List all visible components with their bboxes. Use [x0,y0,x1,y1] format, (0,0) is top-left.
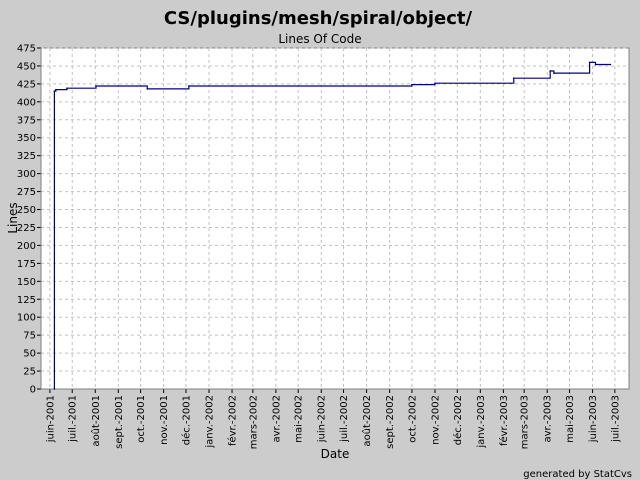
x-tick-label: mai-2003 [565,395,576,443]
data-point [95,85,97,87]
data-point [588,61,591,64]
data-point [594,63,597,66]
x-axis: juin-2001 juil.-2001 août-2001 sept.-2001 oc… [41,388,629,449]
x-tick-label: sept.-2001 [114,395,125,449]
data-point [549,70,552,72]
x-tick-label: mars-2002 [248,395,259,449]
x-tick-label: juin-2003 [588,395,599,443]
data-point [66,87,68,90]
y-tick-label: 175 [17,259,36,270]
y-tick-label: 75 [23,331,36,342]
x-tick-label: févr.-2002 [227,395,239,446]
data-point [411,83,413,86]
x-tick-label: oct.-2002 [407,395,418,443]
x-tick-label: août-2002 [361,395,373,447]
data-point [553,72,555,74]
grid [41,47,629,389]
y-tick-label: 25 [23,367,36,378]
y-tick-label: 400 [17,97,36,108]
x-tick-label: mars-2003 [520,395,531,449]
x-tick-label: janv.-2002 [205,395,216,449]
x-tick-label: sept.-2002 [385,395,396,449]
footer-credit: generated by StatCvs [523,469,632,480]
x-tick-label: oct.-2001 [136,395,147,443]
y-tick-label: 225 [17,223,36,234]
y-tick-label: 275 [17,187,36,198]
y-tick-label: 375 [17,115,36,126]
y-tick-label: 150 [17,277,36,288]
y-tick-label: 50 [23,349,36,360]
y-tick-label: 0 [30,385,36,396]
x-tick-label: déc.-2001 [180,395,192,445]
data-point [55,88,57,91]
x-tick-label: févr.-2003 [498,395,510,446]
y-axis: 0 25 50 75 100 125 150 175 200 225 250 275 300 325 350… [17,44,42,396]
y-tick-label: 450 [17,61,36,72]
y-tick-label: 325 [17,151,36,162]
data-point [146,88,149,90]
x-tick-label: nov.-2001 [159,395,170,445]
x-tick-label: juil.-2003 [610,395,621,443]
x-tick-label: juin-2001 [45,395,56,443]
plot-area [40,47,630,390]
y-tick-label: 200 [17,241,36,252]
x-tick-label: avr.-2002 [271,395,282,442]
series-layer [53,61,612,390]
y-tick-label: 425 [17,79,36,90]
y-tick-label: 250 [17,205,36,216]
x-tick-label: août-2001 [90,395,102,447]
x-tick-label: janv.-2003 [476,395,487,449]
y-tick-label: 475 [17,44,36,55]
data-point [188,85,190,87]
data-point [512,77,515,79]
y-tick-label: 300 [17,169,36,180]
x-tick-label: juin-2002 [317,395,328,443]
y-tick-label: 350 [17,133,36,144]
chart-subtitle: Lines Of Code [278,32,361,46]
data-point [53,388,56,390]
x-tick-label: nov.-2002 [430,395,441,445]
x-tick-label: juil.-2001 [68,395,79,443]
x-tick-label: avr.-2003 [543,395,554,442]
y-axis-label: Lines [6,202,20,233]
y-tick-label: 125 [17,295,36,306]
x-tick-label: déc.-2002 [452,395,464,445]
data-point [53,90,56,92]
x-axis-label: Date [321,447,350,461]
y-tick-label: 100 [17,313,36,324]
data-point [609,63,612,66]
x-tick-label: juil.-2002 [339,395,350,443]
x-tick-label: mai-2002 [294,395,305,443]
data-point [434,82,436,84]
chart-title: CS/plugins/mesh/spiral/object/ [164,8,473,29]
